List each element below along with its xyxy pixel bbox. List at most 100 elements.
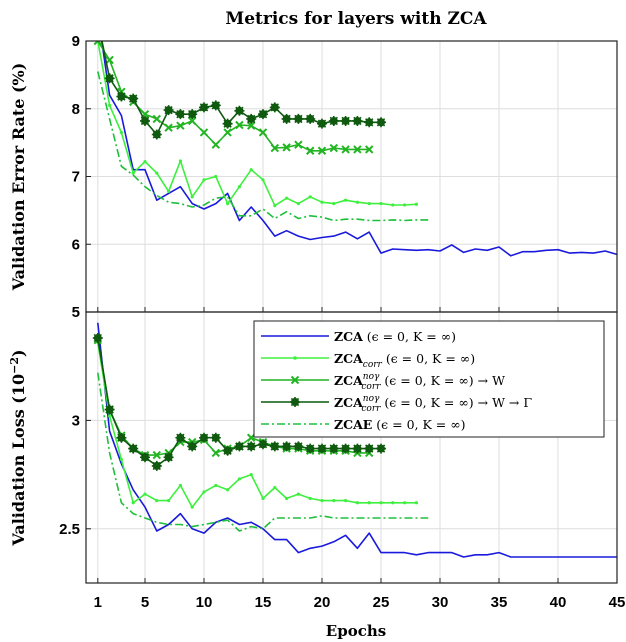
data-point	[108, 103, 112, 107]
data-point	[282, 143, 291, 152]
x-tick-label: 5	[141, 594, 149, 611]
data-point	[367, 202, 371, 206]
data-point	[355, 200, 359, 204]
data-point	[226, 202, 230, 206]
data-point	[131, 501, 135, 505]
data-point	[116, 91, 127, 102]
data-point	[155, 171, 159, 175]
data-point	[143, 492, 147, 496]
x-tick-label: 15	[255, 594, 272, 611]
data-point	[214, 483, 218, 488]
data-point	[116, 432, 127, 443]
data-point	[261, 496, 265, 501]
data-point	[131, 171, 135, 175]
data-point	[320, 499, 324, 503]
data-point	[234, 105, 245, 116]
legend-marker	[293, 356, 297, 360]
error-rate-panel: 5 6 7 8 9 Validation Error Rate (%)	[9, 16, 618, 321]
data-point	[210, 100, 221, 111]
data-point	[211, 448, 221, 458]
data-point	[332, 499, 336, 503]
data-point	[352, 115, 363, 126]
axes-frame	[85, 311, 618, 584]
data-point	[210, 432, 221, 443]
data-point	[119, 457, 123, 462]
series-line	[101, 41, 381, 136]
data-point	[353, 145, 362, 154]
data-point	[119, 130, 123, 135]
data-point	[344, 198, 348, 202]
data-point	[234, 441, 245, 452]
data-point	[104, 404, 115, 415]
y-axis-label: Validation Loss (10−2)	[8, 349, 28, 546]
data-point	[202, 490, 206, 494]
data-point	[152, 114, 162, 124]
data-point	[391, 501, 395, 505]
x-tick-label: 25	[373, 594, 390, 611]
data-point	[340, 115, 351, 126]
data-point	[167, 189, 171, 194]
data-point	[140, 452, 150, 463]
x-tick-label: 40	[550, 594, 567, 611]
y-tick-label: 3	[72, 412, 80, 429]
data-point	[258, 439, 268, 450]
x-tick-label: 20	[314, 594, 331, 611]
data-point	[152, 450, 162, 460]
data-point	[403, 501, 407, 505]
legend-label: ZCAE (ϵ = 0, K = ∞)	[334, 417, 466, 432]
legend-label: ZCAnoγ corr (ϵ = 0, K = ∞) → W	[334, 372, 505, 392]
data-point	[328, 115, 339, 126]
data-point	[273, 204, 277, 208]
data-point	[317, 443, 327, 454]
data-point	[190, 195, 194, 199]
data-point	[199, 102, 209, 113]
legend-marker	[290, 375, 300, 385]
data-point	[403, 203, 407, 207]
x-tick-label: 45	[609, 594, 626, 611]
series-line	[100, 41, 617, 257]
data-point	[143, 159, 147, 164]
data-point	[317, 146, 327, 155]
data-point	[176, 121, 185, 130]
data-point	[293, 113, 304, 124]
data-point	[364, 443, 375, 454]
data-point	[355, 501, 359, 505]
series-line	[97, 372, 429, 532]
data-point	[211, 140, 221, 149]
data-point	[296, 492, 300, 496]
data-point	[175, 432, 186, 443]
data-point	[329, 143, 339, 153]
data-point	[92, 333, 103, 344]
data-point	[163, 105, 174, 116]
x-tick-label: 30	[432, 594, 449, 611]
chart-title: Metrics for layers with ZCA	[225, 9, 487, 29]
x-tick-label: 35	[491, 594, 508, 611]
data-point	[246, 441, 257, 452]
data-point	[187, 441, 198, 452]
data-point	[379, 501, 383, 505]
series-line	[97, 342, 417, 508]
y-tick-label: 8	[72, 101, 80, 118]
data-point	[344, 499, 348, 503]
data-point	[237, 185, 241, 189]
y-tick-label: 6	[72, 236, 80, 253]
y-tick-label: 5	[72, 304, 80, 321]
data-point	[391, 203, 395, 207]
legend-label: ZCAnoγ corr (ϵ = 0, K = ∞) → W → Γ	[334, 394, 532, 414]
data-point	[305, 113, 316, 124]
data-point	[270, 143, 280, 153]
data-point	[281, 441, 292, 452]
data-point	[93, 16, 103, 26]
data-point	[293, 441, 304, 452]
legend-marker	[290, 397, 300, 407]
data-point	[414, 501, 418, 505]
data-point	[199, 432, 209, 443]
series-line	[97, 41, 370, 152]
data-point	[187, 116, 197, 126]
data-point	[376, 117, 386, 128]
data-point	[214, 174, 218, 179]
data-point	[364, 117, 375, 128]
data-point	[94, 17, 102, 25]
data-point	[285, 496, 289, 501]
